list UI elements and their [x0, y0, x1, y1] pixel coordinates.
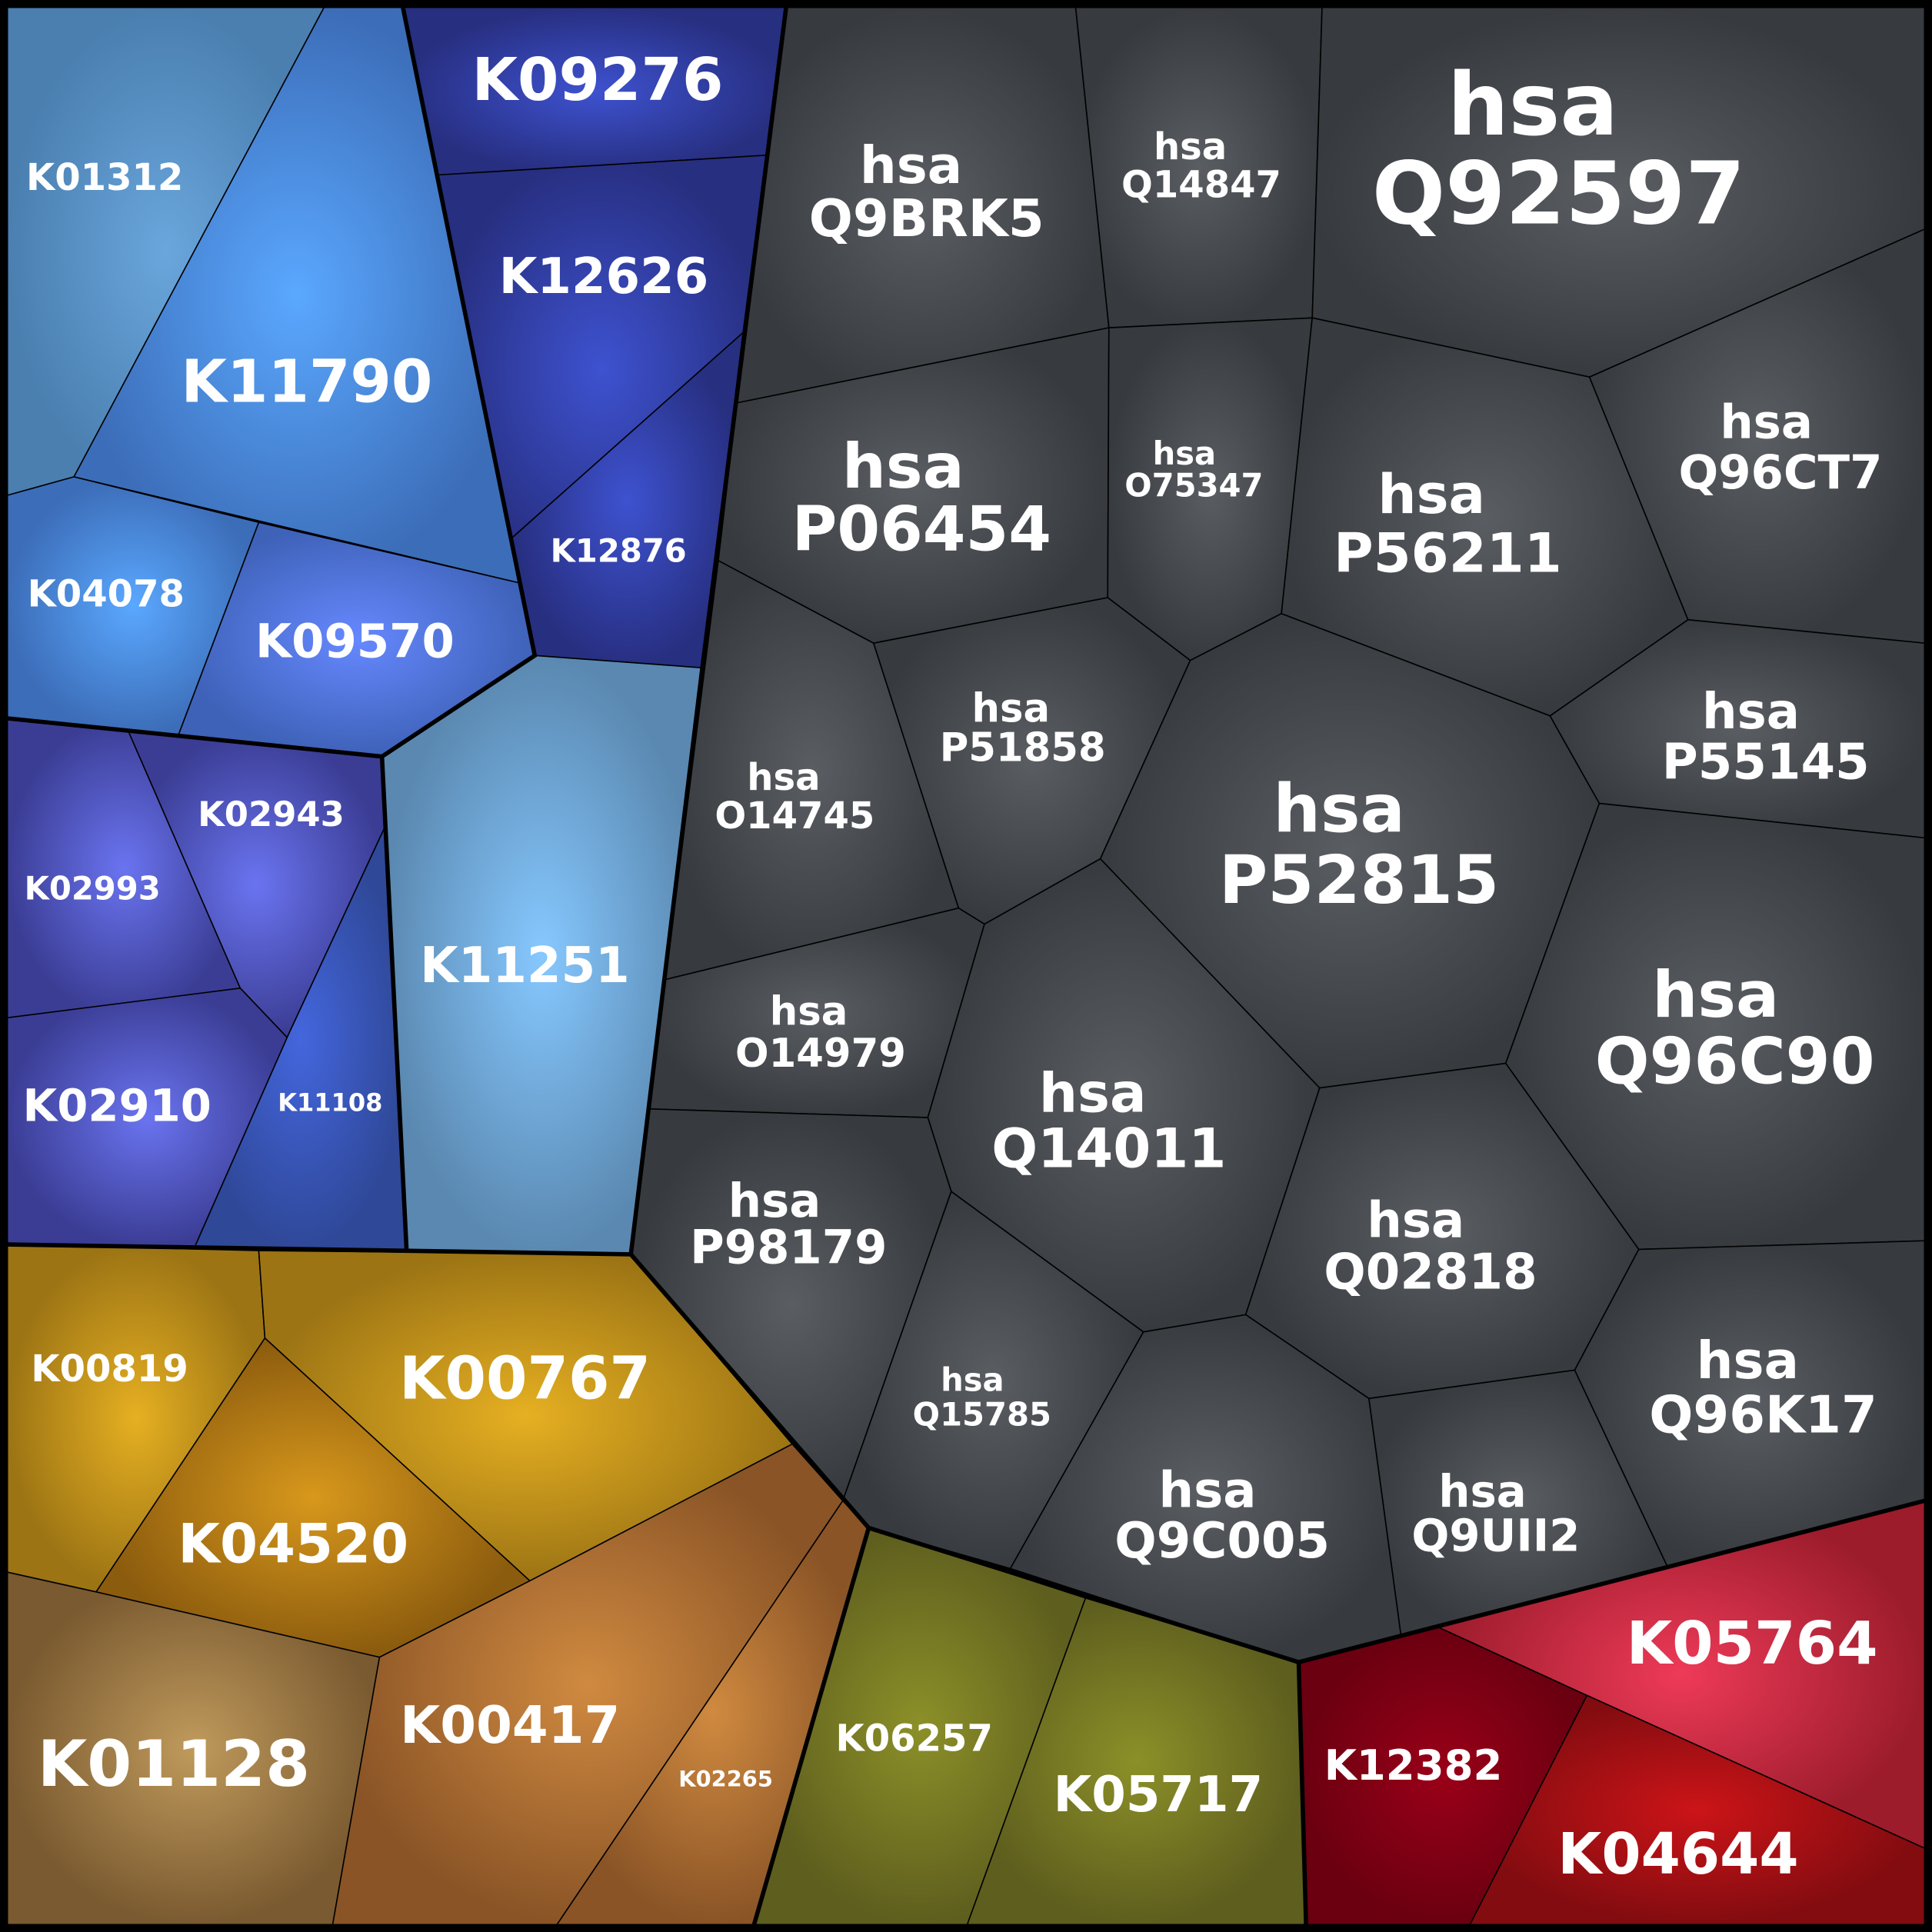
cell-label: K04078 — [28, 572, 185, 615]
group-border — [379, 7, 538, 1251]
cell-label: K00819 — [31, 1347, 188, 1391]
cell-label: Q9BRK5 — [809, 188, 1044, 248]
cell-label: K00767 — [399, 1344, 651, 1413]
cell-label: K11108 — [278, 1088, 382, 1117]
cell-label: K09570 — [255, 614, 455, 668]
group-border — [1296, 1662, 1308, 1925]
cell-label: hsa — [860, 135, 962, 195]
cell-label: hsa — [747, 756, 820, 799]
cells — [6, 6, 1926, 1926]
cell-label: hsa — [842, 431, 964, 502]
group-border — [629, 1253, 1926, 1665]
cell-label: K12626 — [499, 248, 709, 305]
cell-label: hsa — [1367, 1192, 1464, 1249]
cell-label: Q9C005 — [1114, 1513, 1330, 1570]
cell-label: hsa — [1153, 435, 1217, 472]
cell-label: K00417 — [400, 1695, 620, 1755]
cell-label: P06454 — [792, 494, 1051, 565]
cell-label: Q02818 — [1324, 1244, 1537, 1301]
cell-label: hsa — [1039, 1061, 1147, 1124]
cell-label: K02993 — [25, 869, 161, 907]
cell-label: hsa — [1273, 771, 1404, 848]
cell-label: O14979 — [735, 1031, 906, 1077]
cell-label: K12382 — [1324, 1740, 1503, 1790]
cell-label: hsa — [1159, 1462, 1257, 1519]
cell-label: Q96CT7 — [1678, 445, 1882, 500]
cell-label: hsa — [1447, 55, 1618, 155]
cell-label: hsa — [1652, 958, 1779, 1032]
cell-label: hsa — [1438, 1465, 1526, 1517]
cell-label: K02265 — [678, 1766, 773, 1792]
cell-label: K02910 — [23, 1079, 212, 1131]
cell-label: K01128 — [38, 1727, 310, 1801]
cell-label: hsa — [1697, 1331, 1799, 1391]
cell-label: P55145 — [1662, 734, 1870, 791]
cell-label: K06257 — [836, 1717, 993, 1760]
cell-label: K04644 — [1557, 1822, 1798, 1887]
cell-label: K12876 — [551, 531, 687, 569]
cell-label: P56211 — [1334, 522, 1562, 585]
cell-label: hsa — [1702, 684, 1800, 741]
cell-label: P98179 — [690, 1221, 887, 1275]
cell-label: K09276 — [471, 46, 723, 115]
cell-label: K05717 — [1054, 1767, 1264, 1824]
cell-label: K04520 — [178, 1513, 408, 1576]
labels: K01312 K11790 K09276 K12626 K12876 K04078 K095… — [23, 46, 1883, 1887]
group-border — [751, 1527, 871, 1926]
cell-label: hsa — [972, 685, 1051, 731]
cell-label: hsa — [941, 1361, 1004, 1398]
cell-label: K11790 — [181, 348, 432, 416]
group-border — [7, 7, 788, 1257]
cell-label: Q14011 — [991, 1117, 1226, 1180]
cell-label: Q15785 — [913, 1395, 1051, 1433]
cell-label: Q92597 — [1372, 144, 1745, 244]
cell-label: K11251 — [420, 938, 630, 994]
cell-label: O14745 — [715, 794, 874, 838]
cell-label: K02943 — [198, 794, 345, 834]
cell-label: hsa — [770, 988, 848, 1034]
cell-label: hsa — [728, 1174, 821, 1228]
cell-label: P52815 — [1219, 842, 1499, 919]
cell-label: hsa — [1720, 395, 1813, 449]
cell-label: hsa — [1377, 463, 1485, 526]
cell-label: Q9UII2 — [1411, 1510, 1580, 1562]
cell-label: K05764 — [1627, 1610, 1878, 1678]
cell-label: O75347 — [1124, 466, 1263, 504]
cell-label: K01312 — [26, 156, 183, 199]
cell-label: Q14847 — [1121, 164, 1281, 207]
cell-label: P51858 — [940, 725, 1106, 771]
cell-label: Q96K17 — [1649, 1384, 1877, 1444]
group-border — [7, 716, 382, 759]
cell-label: hsa — [1154, 125, 1227, 168]
cell-label: Q96C90 — [1595, 1024, 1875, 1099]
